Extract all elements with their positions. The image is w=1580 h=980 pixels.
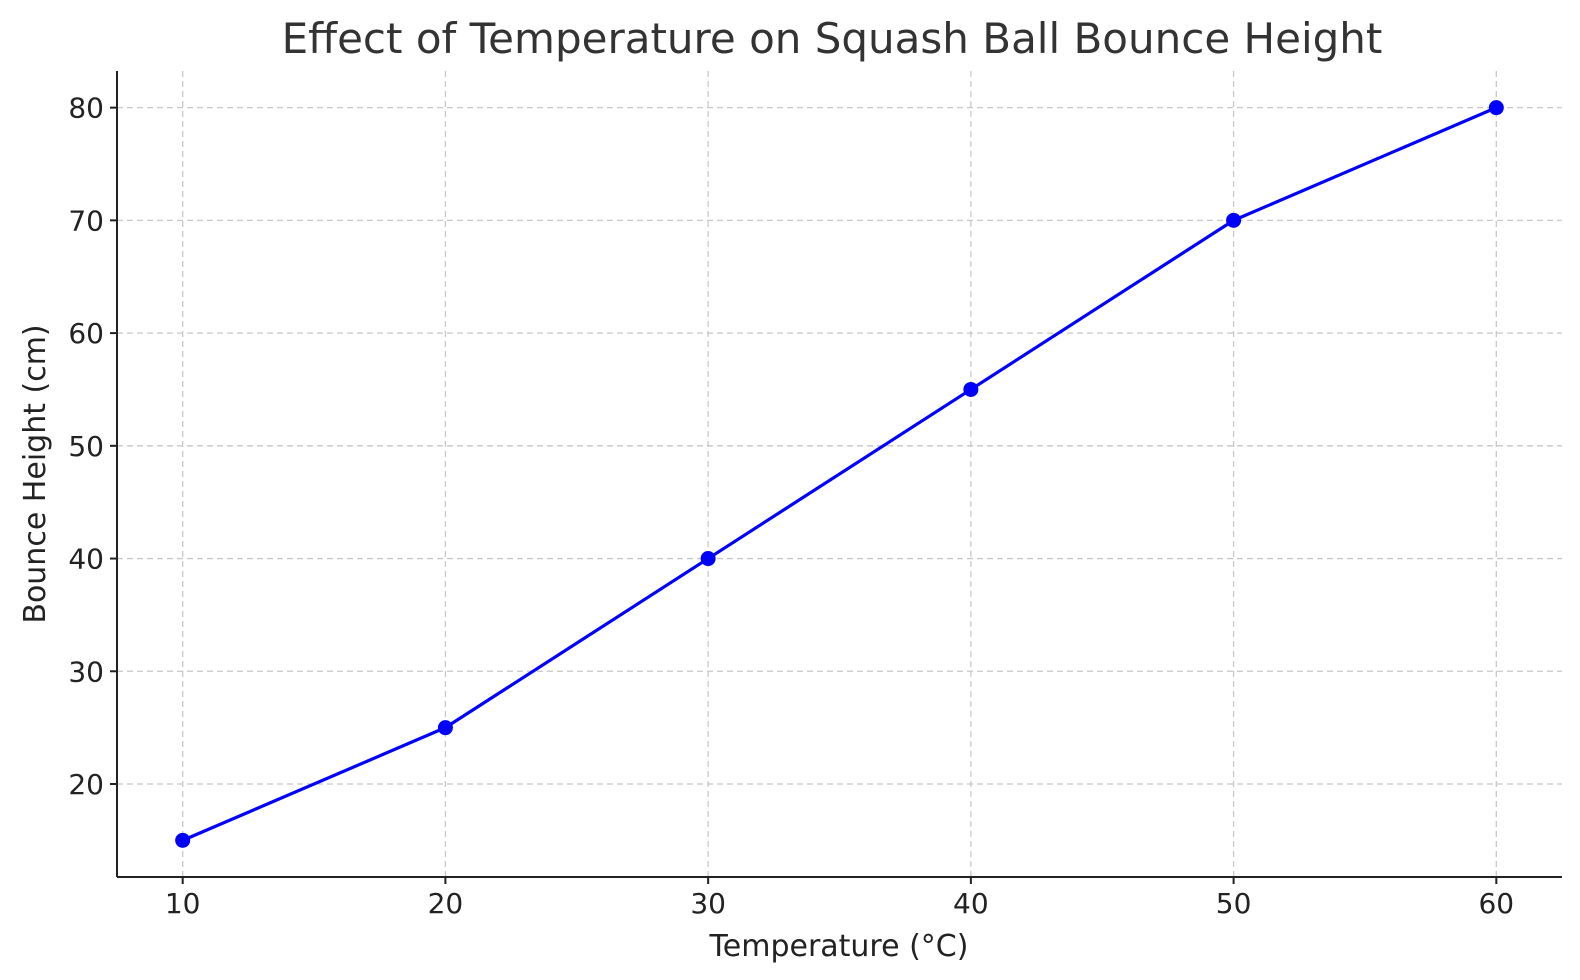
x-tick-label: 60 xyxy=(1478,887,1514,920)
x-tick-label: 40 xyxy=(953,887,989,920)
x-tick-label: 50 xyxy=(1216,887,1252,920)
y-tick-label: 40 xyxy=(68,543,104,576)
x-axis-label: Temperature (°C) xyxy=(709,929,969,964)
series xyxy=(175,100,1504,848)
y-ticks: 20 30 40 50 60 70 80 xyxy=(68,92,117,801)
y-tick-label: 60 xyxy=(68,317,104,350)
data-point xyxy=(963,381,979,397)
y-axis-label: Bounce Height (cm) xyxy=(18,324,53,623)
chart-title: Effect of Temperature on Squash Ball Bou… xyxy=(282,14,1383,63)
axes xyxy=(116,71,1562,878)
y-tick-label: 50 xyxy=(68,430,104,463)
data-point xyxy=(437,720,453,736)
x-tick-label: 10 xyxy=(165,887,201,920)
series-line xyxy=(181,106,1498,842)
y-tick-label: 20 xyxy=(68,768,104,801)
y-tick-label: 80 xyxy=(68,92,104,125)
data-point xyxy=(700,551,716,567)
data-point xyxy=(175,832,191,848)
y-tick-label: 30 xyxy=(68,655,104,688)
data-point xyxy=(1226,212,1242,228)
x-ticks: 10 20 30 40 50 60 xyxy=(165,877,1514,920)
data-point xyxy=(1488,100,1504,116)
x-tick-label: 20 xyxy=(428,887,464,920)
x-tick-label: 30 xyxy=(690,887,726,920)
y-tick-label: 70 xyxy=(68,204,104,237)
grid xyxy=(117,71,1562,877)
